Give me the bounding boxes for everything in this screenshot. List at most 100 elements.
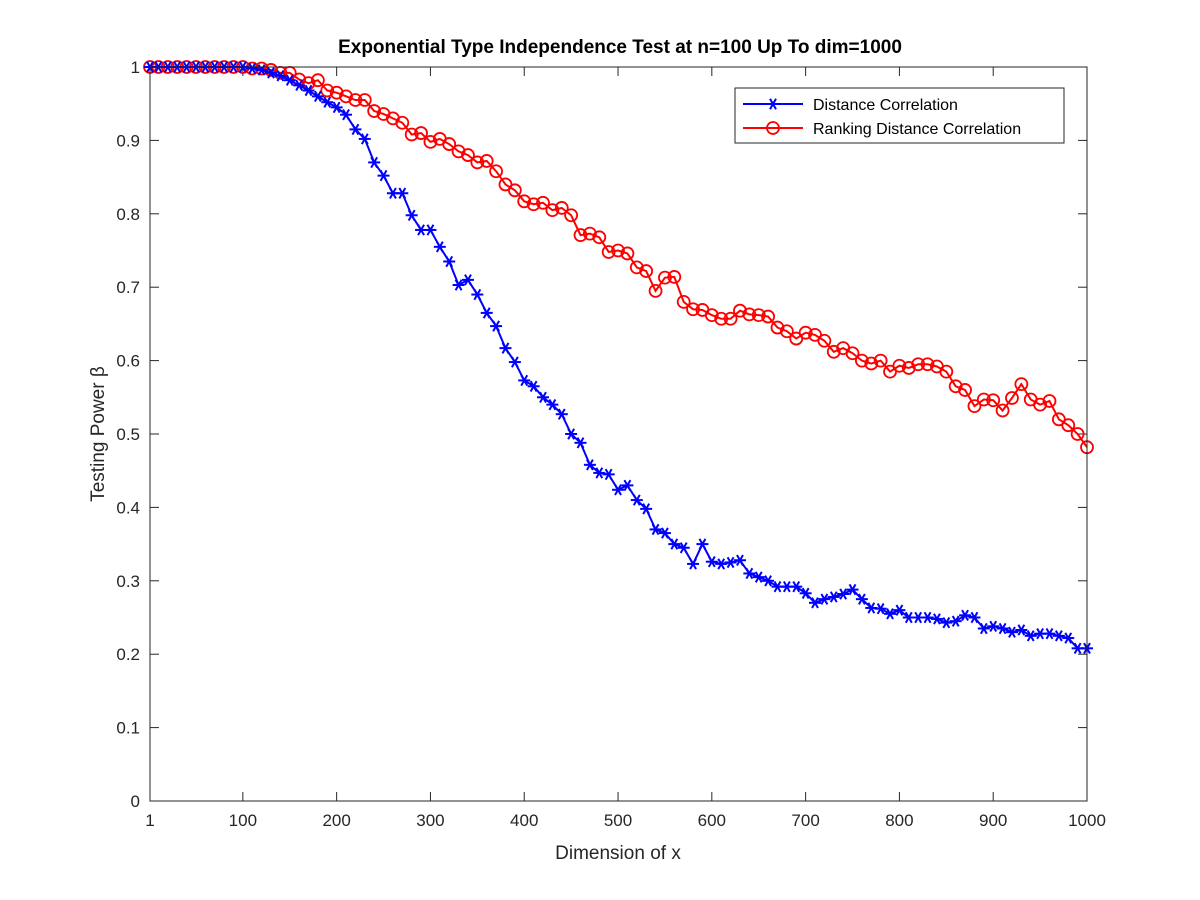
data-point-ranking-distance-correlation (911, 357, 926, 372)
data-point-distance-correlation (1015, 624, 1028, 636)
data-point-distance-correlation (752, 571, 765, 583)
axis-ticks: 1 100 200 300 400 500 600 700 800 900 1000 0 0.1 0.2 0… (116, 58, 1106, 830)
data-point-ranking-distance-correlation (704, 308, 719, 322)
x-axis-label: Dimension of x (555, 843, 681, 864)
data-point-distance-correlation (368, 156, 381, 169)
data-point-distance-correlation (377, 169, 390, 182)
y-tick-label: 0.2 (116, 645, 140, 664)
data-point-ranking-distance-correlation (536, 195, 550, 210)
data-point-distance-correlation (574, 437, 587, 449)
y-tick-label: 0.8 (116, 205, 140, 224)
data-point-ranking-distance-correlation (864, 356, 879, 371)
data-point-ranking-distance-correlation (845, 346, 860, 361)
data-point-distance-correlation (302, 84, 315, 97)
x-tick-label: 800 (885, 811, 913, 830)
data-point-ranking-distance-correlation (451, 144, 466, 159)
data-point-ranking-distance-correlation (817, 333, 832, 348)
data-point-ranking-distance-correlation (658, 270, 672, 285)
y-tick-label: 0.5 (116, 425, 140, 444)
data-point-distance-correlation (255, 64, 268, 76)
data-point-distance-correlation (733, 554, 746, 566)
data-point-ranking-distance-correlation (826, 344, 841, 359)
data-point-ranking-distance-correlation (414, 126, 428, 140)
data-point-distance-correlation (724, 556, 737, 569)
data-point-ranking-distance-correlation (873, 353, 888, 368)
data-point-ranking-distance-correlation (798, 325, 813, 340)
data-point-distance-correlation (424, 224, 437, 236)
data-point-ranking-distance-correlation (639, 264, 654, 278)
data-point-ranking-distance-correlation (348, 93, 363, 107)
data-point-distance-correlation (461, 274, 474, 286)
data-point-distance-correlation (471, 288, 484, 301)
data-point-distance-correlation (527, 380, 540, 392)
data-point-ranking-distance-correlation (470, 155, 485, 170)
data-point-ranking-distance-correlation (629, 260, 644, 275)
data-point-distance-correlation (630, 494, 643, 506)
data-point-distance-correlation (1043, 627, 1056, 640)
series-group (143, 60, 1094, 655)
legend-marker-symbol (767, 98, 779, 110)
x-tick-label: 1000 (1068, 811, 1106, 830)
data-point-distance-correlation (293, 79, 306, 92)
data-point-ranking-distance-correlation (1033, 397, 1048, 412)
data-point-distance-correlation (930, 613, 943, 625)
data-point-ranking-distance-correlation (686, 302, 700, 317)
data-point-ranking-distance-correlation (545, 203, 560, 218)
data-point-distance-correlation (490, 320, 503, 332)
data-point-ranking-distance-correlation (958, 383, 972, 397)
x-tick-label: 400 (510, 811, 538, 830)
x-tick-label: 500 (604, 811, 632, 830)
data-point-distance-correlation (358, 133, 371, 145)
data-point-ranking-distance-correlation (967, 399, 982, 414)
data-point-distance-correlation (1062, 632, 1075, 644)
data-point-ranking-distance-correlation (648, 283, 663, 298)
y-axis-label: Testing Power β (88, 366, 109, 502)
data-point-ranking-distance-correlation (939, 364, 954, 379)
x-tick-label: 200 (322, 811, 350, 830)
data-point-distance-correlation (499, 342, 512, 354)
data-point-distance-correlation (677, 542, 690, 554)
data-point-ranking-distance-correlation (854, 353, 869, 368)
data-point-distance-correlation (283, 74, 296, 86)
data-point-distance-correlation (790, 580, 803, 593)
data-point-distance-correlation (546, 398, 559, 411)
data-point-distance-correlation (658, 527, 671, 539)
data-point-distance-correlation (480, 307, 493, 319)
y-tick-label: 0.7 (116, 278, 140, 297)
data-point-ranking-distance-correlation (920, 357, 935, 372)
data-point-distance-correlation (621, 479, 634, 492)
data-point-distance-correlation (959, 609, 972, 621)
data-point-distance-correlation (433, 241, 446, 253)
data-point-ranking-distance-correlation (770, 320, 785, 335)
plot-area (150, 67, 1087, 801)
legend-marker-distance-correlation (767, 98, 779, 110)
series-distance-correlation (144, 61, 1093, 655)
data-point-ranking-distance-correlation (995, 403, 1010, 418)
y-tick-label: 0.3 (116, 572, 140, 591)
axes-frame (149, 66, 1088, 802)
data-point-distance-correlation (1024, 630, 1037, 642)
x-tick-label: 900 (979, 811, 1007, 830)
data-point-ranking-distance-correlation (676, 294, 691, 309)
data-point-distance-correlation (977, 622, 990, 635)
data-point-ranking-distance-correlation (948, 379, 963, 394)
data-point-ranking-distance-correlation (667, 270, 682, 284)
data-point-distance-correlation (612, 484, 625, 496)
data-point-distance-correlation (246, 62, 259, 75)
data-point-ranking-distance-correlation (751, 308, 766, 322)
legend: Distance Correlation Ranking Distance Co… (734, 87, 1065, 144)
legend-marker-symbol (766, 121, 780, 135)
data-point-distance-correlation (321, 96, 334, 108)
data-point-distance-correlation (874, 602, 887, 615)
data-point-ranking-distance-correlation (611, 243, 625, 258)
data-point-ranking-distance-correlation (742, 307, 757, 322)
data-point-distance-correlation (884, 608, 897, 620)
chart-title: Exponential Type Independence Test at n=… (338, 37, 902, 58)
data-point-ranking-distance-correlation (1042, 394, 1057, 408)
x-tick-label: 1 (145, 811, 154, 830)
data-point-ranking-distance-correlation (554, 201, 569, 215)
data-point-distance-correlation (311, 90, 324, 103)
data-point-ranking-distance-correlation (733, 303, 747, 318)
data-point-distance-correlation (264, 67, 277, 79)
